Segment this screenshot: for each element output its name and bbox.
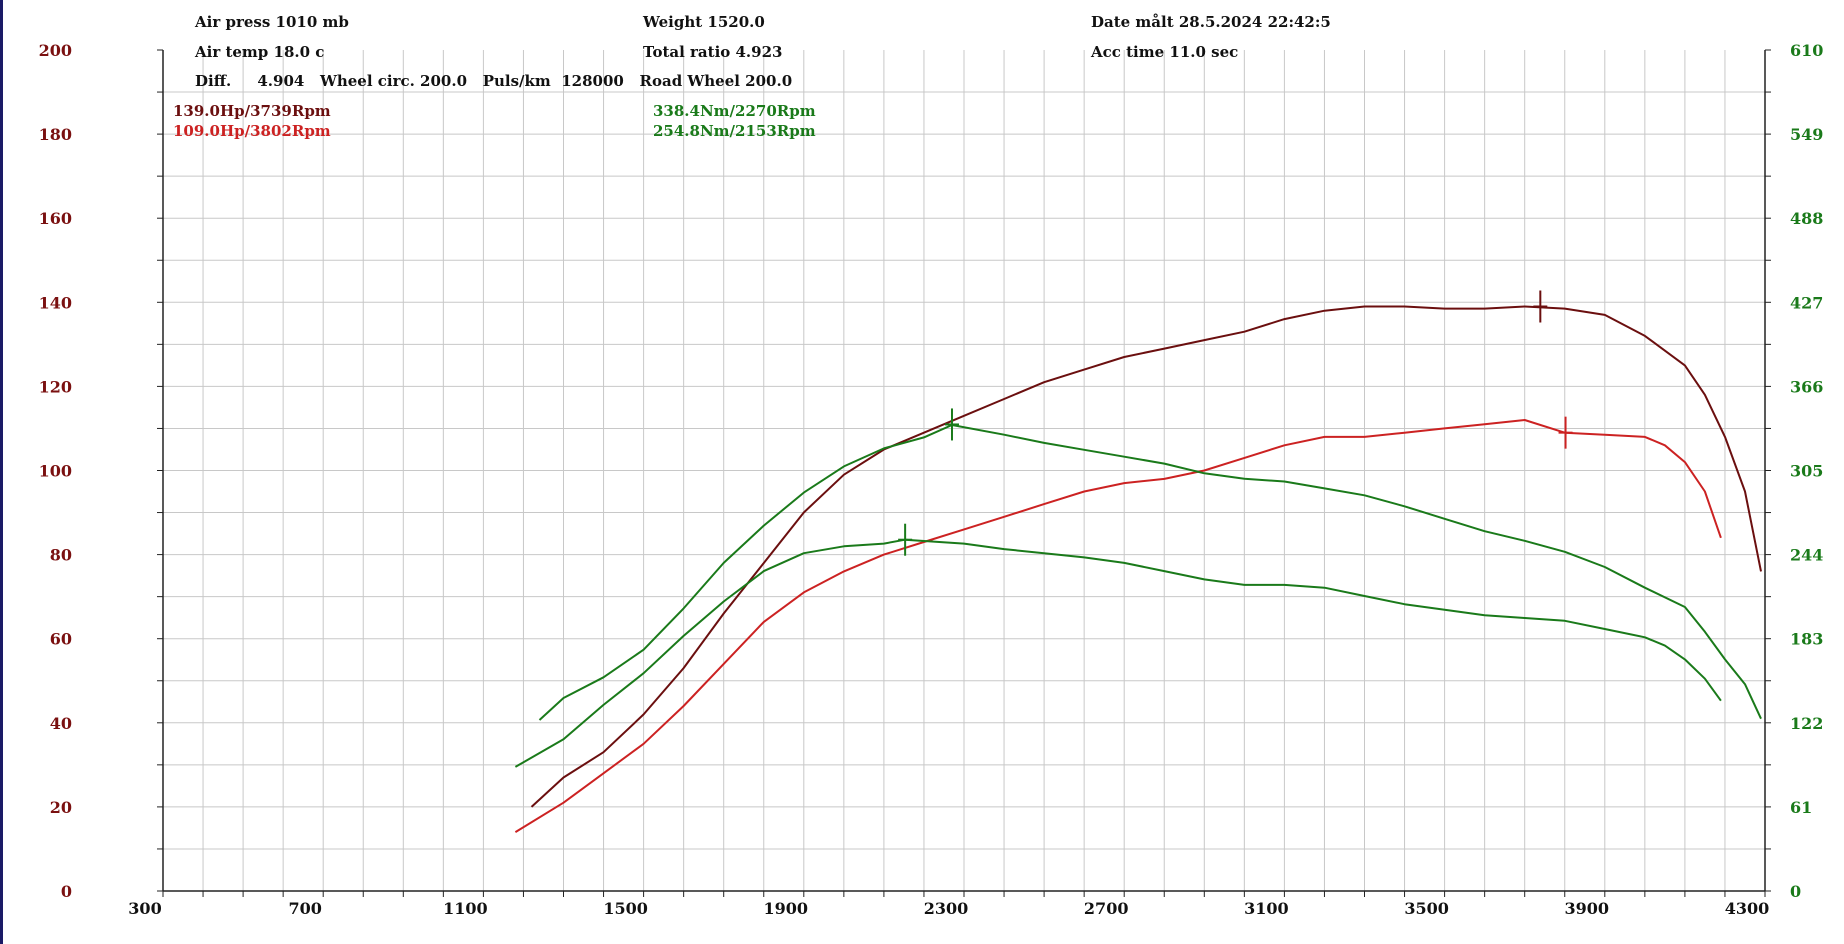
y-tick-label-left: 200 xyxy=(39,41,72,60)
x-tick-label: 700 xyxy=(288,899,321,918)
y-tick-label-right: 0 xyxy=(1790,882,1801,901)
x-tick-label: 1500 xyxy=(603,899,648,918)
weight-label: Weight 1520.0 xyxy=(642,13,765,31)
diff-label: Diff. 4.904 Wheel circ. 200.0 Puls/km 12… xyxy=(195,72,792,90)
acc-time-label: Acc time 11.0 sec xyxy=(1090,43,1238,61)
y-tick-label-left: 120 xyxy=(39,377,72,396)
torque-tuned-annotation: 338.4Nm/2270Rpm xyxy=(653,102,816,120)
y-tick-label-left: 40 xyxy=(50,714,72,733)
y-tick-label-left: 160 xyxy=(39,209,72,228)
x-tick-label: 3500 xyxy=(1404,899,1449,918)
y-tick-label-left: 180 xyxy=(39,125,72,144)
air-temp-label: Air temp 18.0 c xyxy=(194,43,324,61)
air-press-label: Air press 1010 mb xyxy=(194,13,349,31)
series-line-3 xyxy=(514,538,1722,768)
y-tick-label-right: 122 xyxy=(1790,714,1823,733)
y-tick-label-right: 488 xyxy=(1790,209,1823,228)
y-tick-label-right: 183 xyxy=(1790,630,1823,649)
x-tick-label: 2700 xyxy=(1084,899,1129,918)
chart-grid xyxy=(163,50,1765,891)
power-tuned-annotation: 139.0Hp/3739Rpm xyxy=(173,102,331,120)
y-tick-label-left: 80 xyxy=(50,546,72,565)
x-tick-label: 1900 xyxy=(764,899,809,918)
series-line-2 xyxy=(538,424,1762,721)
power-stock-annotation: 109.0Hp/3802Rpm xyxy=(173,122,331,140)
chart-axes xyxy=(157,49,1771,897)
total-ratio-label: Total ratio 4.923 xyxy=(643,43,782,61)
y-tick-label-left: 140 xyxy=(39,293,72,312)
y-tick-label-right: 610 xyxy=(1790,41,1823,60)
chart-series xyxy=(514,305,1762,833)
y-tick-label-right: 244 xyxy=(1790,546,1823,565)
window-left-border xyxy=(0,0,3,944)
y-tick-label-left: 20 xyxy=(50,798,72,817)
x-tick-label: 1100 xyxy=(443,899,488,918)
x-tick-label: 3900 xyxy=(1565,899,1610,918)
y-tick-label-right: 427 xyxy=(1790,293,1823,312)
date-measured-label: Date målt 28.5.2024 22:42:5 xyxy=(1091,13,1331,31)
y-tick-label-right: 305 xyxy=(1790,462,1823,481)
x-tick-label: 4300 xyxy=(1725,899,1770,918)
y-tick-label-right: 366 xyxy=(1790,377,1823,396)
x-tick-label: 300 xyxy=(128,899,161,918)
y-tick-label-right: 549 xyxy=(1790,125,1823,144)
chart-markers xyxy=(898,290,1573,556)
chart-ticks: 0 20 40 60 80 100 120 140 160 180 200 0 61 122 183 244 3… xyxy=(39,41,1824,918)
y-tick-label-left: 60 xyxy=(50,630,72,649)
y-tick-label-left: 100 xyxy=(39,462,72,481)
series-line-1 xyxy=(514,419,1722,833)
x-tick-label: 2300 xyxy=(924,899,969,918)
series-line-0 xyxy=(530,305,1762,808)
y-tick-label-left: 0 xyxy=(61,882,72,901)
x-tick-label: 3100 xyxy=(1244,899,1289,918)
y-tick-label-right: 61 xyxy=(1790,798,1812,817)
torque-stock-annotation: 254.8Nm/2153Rpm xyxy=(653,122,816,140)
